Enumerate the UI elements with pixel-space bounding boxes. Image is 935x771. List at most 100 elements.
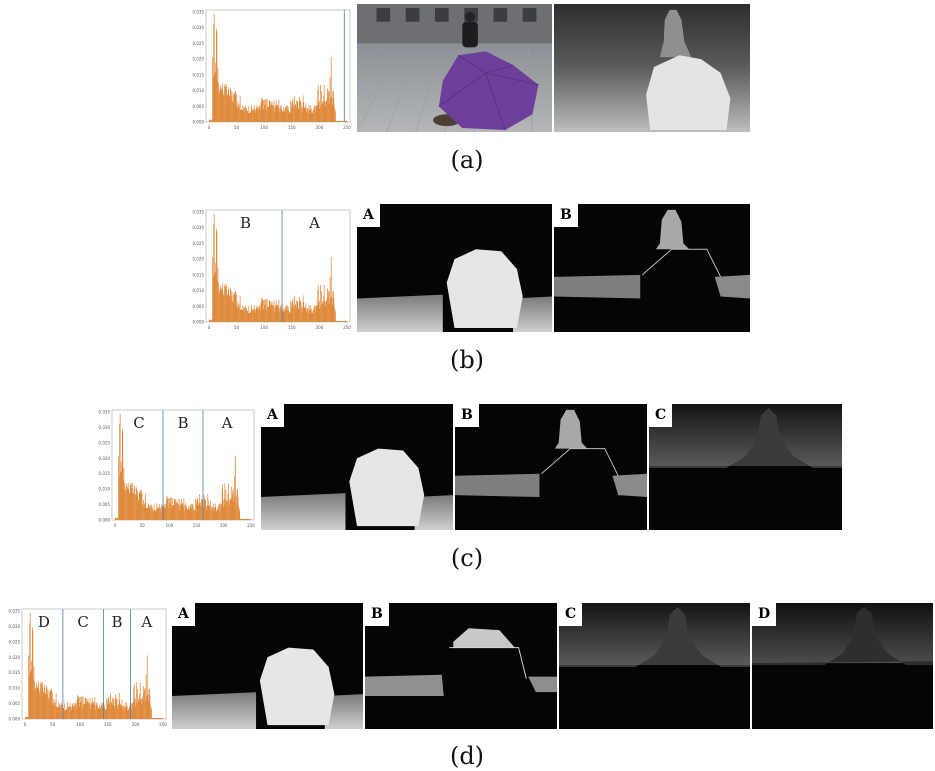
histogram-bar (302, 106, 303, 122)
panel-image (357, 204, 552, 332)
histogram-bar (124, 702, 126, 719)
histogram-bar (259, 106, 261, 122)
histogram-bar (117, 517, 119, 520)
histogram-bar (186, 509, 188, 520)
histogram-bar (276, 105, 278, 122)
histogram-bar (67, 702, 68, 719)
histogram-bar (252, 310, 254, 322)
histogram-bar (113, 707, 115, 719)
x-tick-label: 250 (343, 125, 351, 130)
histogram-bar (239, 108, 240, 122)
histogram-bar (299, 296, 300, 322)
histogram-bar (178, 505, 179, 520)
histogram-bar (290, 302, 292, 322)
histogram-bar (26, 716, 27, 719)
histogram-bar (140, 698, 142, 719)
histogram-bar (344, 320, 346, 322)
histogram-bar (272, 304, 273, 322)
histogram-bar (131, 709, 132, 719)
x-tick-label: 100 (76, 722, 84, 727)
histogram-bar (54, 702, 56, 719)
histogram-bar (74, 707, 76, 719)
histogram-bar (238, 303, 239, 322)
histogram-bar (214, 262, 216, 322)
histogram-bar (235, 91, 237, 122)
histogram-plot: 0.000 0.005 0.010 0.015 0.020 0.025 0.030 0.035… (9, 609, 168, 728)
histogram-bar (313, 110, 314, 122)
histogram-bar (232, 302, 234, 322)
histogram-bar (324, 300, 326, 322)
histogram-bar (117, 517, 118, 520)
histogram-bar (217, 80, 218, 122)
histogram-bar (269, 101, 271, 122)
histogram-bar (309, 109, 311, 122)
histogram-bar (244, 110, 246, 122)
histogram-bar (225, 89, 227, 122)
histogram-bar (113, 699, 115, 719)
histogram-bar (245, 105, 246, 122)
histogram-bar (212, 77, 214, 122)
histogram-bar (265, 305, 266, 322)
histogram-bar (138, 493, 140, 520)
histogram-bar (127, 487, 128, 520)
histogram-bar (321, 103, 323, 122)
histogram-bar (273, 300, 275, 322)
histogram-bar (245, 518, 246, 520)
histogram-bar (40, 681, 42, 719)
histogram-bar (141, 698, 143, 719)
histogram-bar (135, 486, 137, 520)
histogram-bar (83, 704, 84, 719)
histogram-bar (246, 311, 248, 322)
histogram-bar (151, 717, 153, 719)
histogram-bar (99, 704, 101, 719)
histogram-bar (259, 306, 261, 322)
histogram-bar (307, 109, 309, 122)
histogram-bar (338, 320, 340, 322)
histogram-bar (157, 717, 159, 719)
histogram-bar (155, 717, 157, 719)
histogram-bar (66, 708, 68, 719)
histogram-bar (252, 109, 253, 122)
histogram-bar (230, 290, 232, 322)
histogram-bar (218, 283, 219, 322)
histogram-bar (341, 120, 343, 122)
histogram-bar (139, 491, 141, 520)
histogram-bar (229, 499, 231, 520)
histogram-bar (96, 702, 98, 719)
histogram-bar (111, 701, 112, 719)
histogram-bar (226, 84, 227, 122)
x-tick-label: 100 (260, 125, 268, 130)
histogram-bars (209, 214, 348, 322)
histogram-bar (104, 707, 105, 719)
histogram-bar (152, 717, 154, 719)
x-tick-label: 0 (24, 722, 27, 727)
histogram-bar (143, 693, 145, 719)
segment-label: B (177, 414, 188, 432)
histogram-bar (315, 105, 317, 122)
histogram-bar (244, 107, 245, 122)
histogram-bar (248, 306, 250, 322)
histogram-bar (172, 504, 174, 520)
histogram-bar (262, 299, 264, 322)
histogram-bar (265, 298, 267, 322)
segment-label: A (140, 613, 152, 631)
histogram-bar (226, 502, 227, 520)
panel-label: A (261, 404, 284, 427)
histogram-bar (146, 508, 148, 520)
histogram-bar (44, 694, 46, 719)
histogram-bar (76, 699, 78, 719)
histogram-bar (275, 105, 277, 122)
x-tick-label: 50 (234, 325, 240, 330)
histogram-bar (245, 305, 246, 322)
y-tick-label: 0.015 (193, 272, 205, 277)
panel-image (365, 603, 557, 729)
histogram-bar (247, 113, 249, 122)
y-tick-label: 0.010 (99, 487, 111, 492)
histogram-bar (322, 101, 323, 122)
histogram-bar (144, 687, 146, 719)
x-tick-label: 250 (159, 722, 167, 727)
histogram-bar (308, 112, 309, 122)
histogram-bar (304, 108, 306, 122)
histogram-bar (120, 705, 122, 719)
histogram-bar (332, 91, 334, 122)
